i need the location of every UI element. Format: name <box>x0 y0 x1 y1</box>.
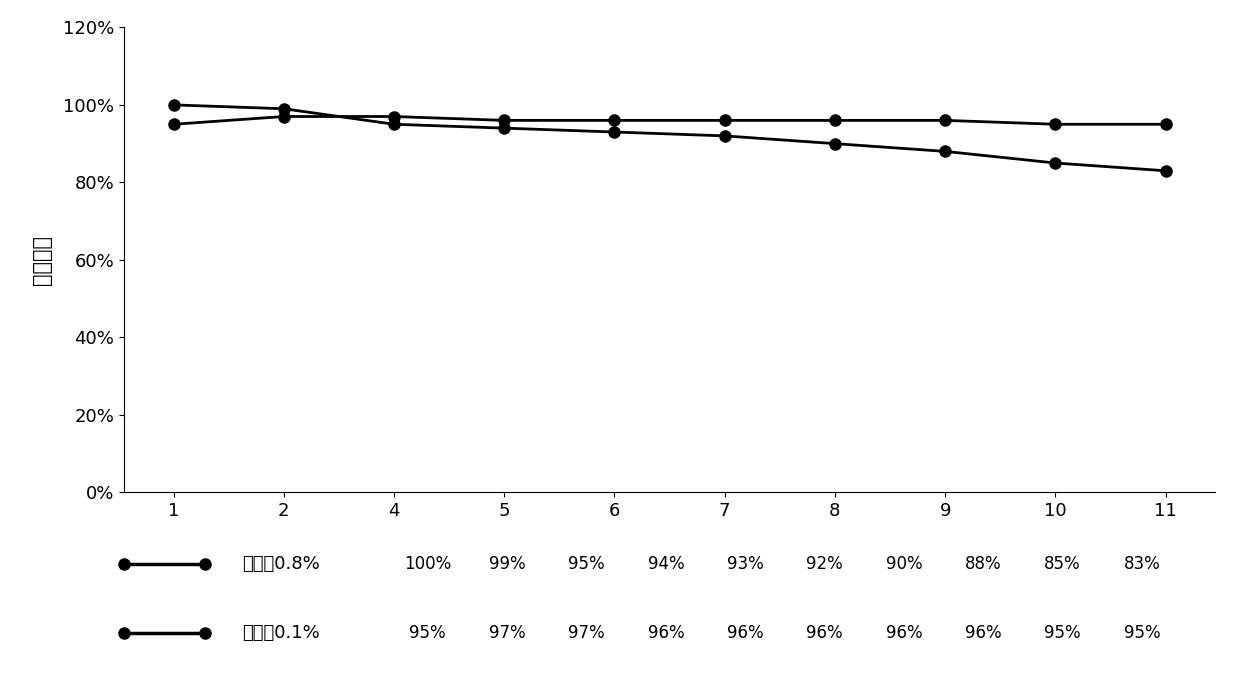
Text: 88%: 88% <box>965 555 1002 573</box>
Text: 85%: 85% <box>1044 555 1081 573</box>
Text: 100%: 100% <box>404 555 451 573</box>
Text: 96%: 96% <box>965 624 1002 642</box>
Text: 97%: 97% <box>568 624 605 642</box>
Text: 95%: 95% <box>1123 624 1161 642</box>
Text: 94%: 94% <box>647 555 684 573</box>
Text: 96%: 96% <box>647 624 684 642</box>
Text: 92%: 92% <box>806 555 843 573</box>
Text: 83%: 83% <box>1123 555 1161 573</box>
Text: 含水率0.8%: 含水率0.8% <box>242 555 320 573</box>
Text: 99%: 99% <box>489 555 526 573</box>
Text: 96%: 96% <box>727 624 764 642</box>
Text: 95%: 95% <box>568 555 605 573</box>
Text: 95%: 95% <box>409 624 446 642</box>
Text: 93%: 93% <box>727 555 764 573</box>
Text: 90%: 90% <box>885 555 923 573</box>
Text: 96%: 96% <box>885 624 923 642</box>
Text: 96%: 96% <box>806 624 843 642</box>
Text: 97%: 97% <box>489 624 526 642</box>
Y-axis label: 处理效率: 处理效率 <box>32 235 52 285</box>
Text: 含水率0.1%: 含水率0.1% <box>242 624 320 642</box>
Text: 95%: 95% <box>1044 624 1081 642</box>
